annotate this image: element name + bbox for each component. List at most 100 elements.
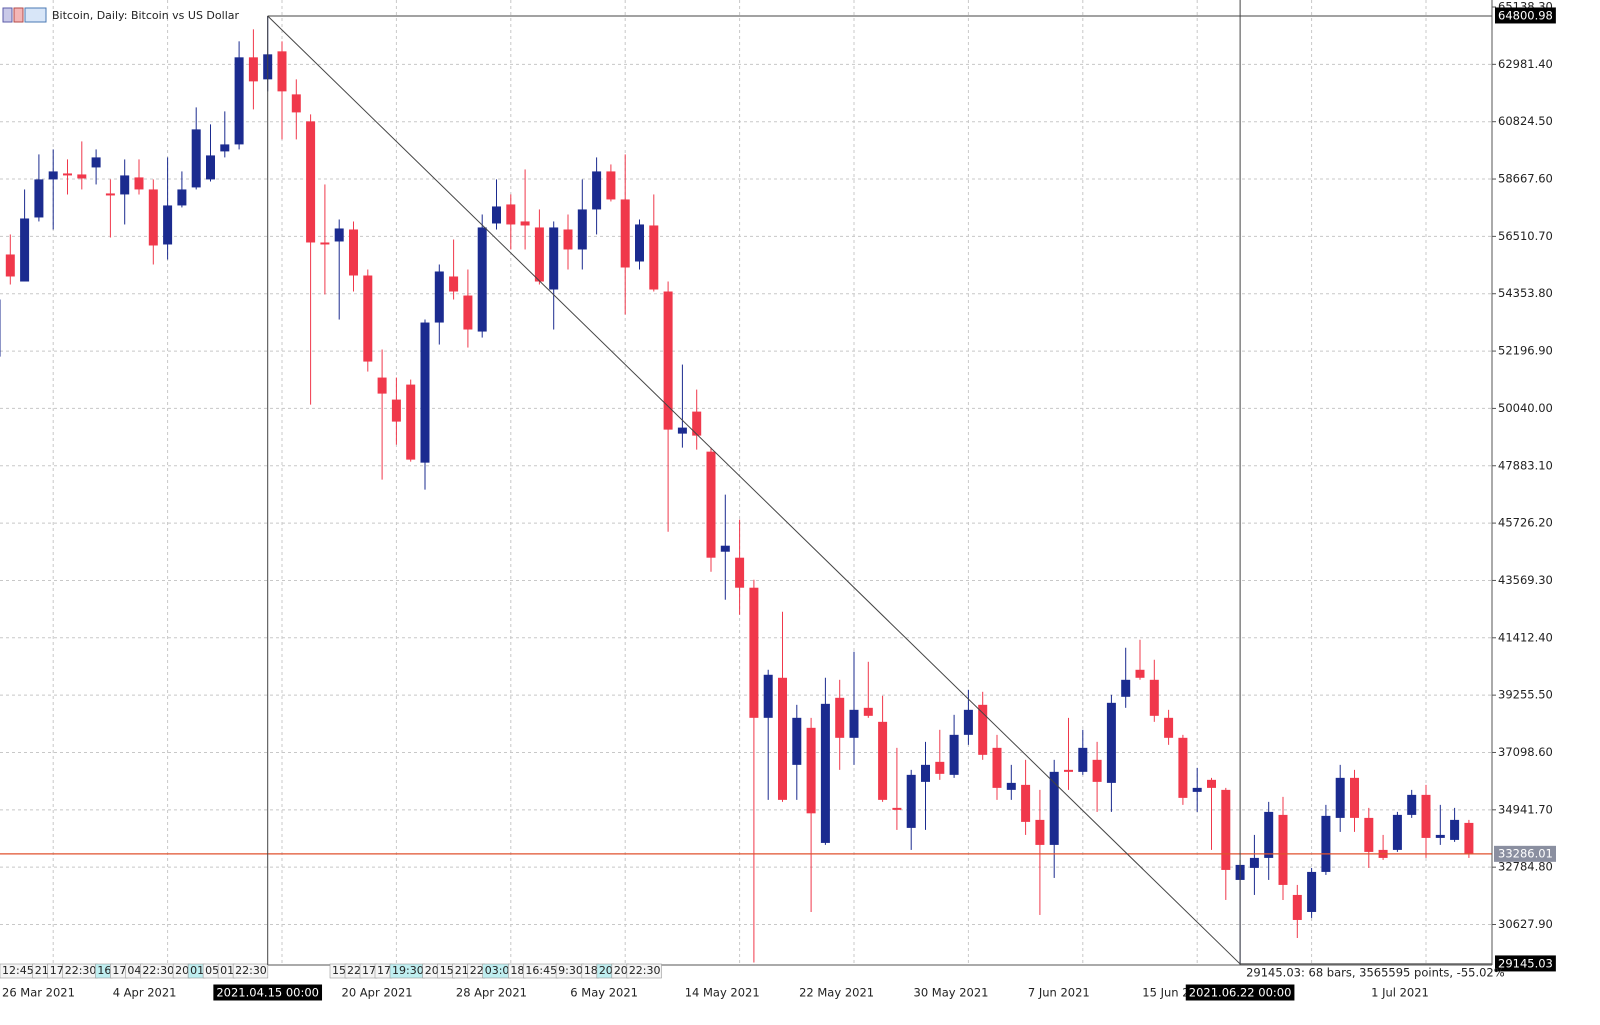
candle-body — [1207, 779, 1216, 788]
candle-body — [1135, 669, 1145, 678]
event-tag: 20 — [175, 964, 189, 977]
candle-body — [1392, 814, 1402, 850]
ruler-info: 29145.03: 68 bars, 3565595 points, -55.0… — [1246, 966, 1505, 980]
candle-body — [563, 229, 573, 250]
candle-body — [549, 227, 559, 290]
candle-body — [463, 295, 473, 330]
x-tick-label: 4 Apr 2021 — [113, 986, 177, 1000]
candle-body — [277, 51, 287, 92]
candle-body — [1106, 702, 1116, 783]
icon-part — [13, 7, 24, 23]
candle-body — [1078, 747, 1088, 772]
candle-body — [892, 807, 902, 810]
candle-body — [978, 704, 988, 755]
candle-body — [863, 707, 873, 716]
candle-body — [1121, 679, 1131, 697]
candle-body — [492, 206, 501, 224]
event-tag: 22 — [347, 964, 361, 977]
candle-body — [377, 377, 387, 394]
candle-body — [1064, 769, 1073, 772]
y-tick-label: 39255.50 — [1498, 688, 1553, 702]
candle-body — [792, 717, 802, 765]
event-tag-box — [626, 963, 662, 979]
candle-body — [1292, 894, 1302, 920]
candle-body — [820, 703, 830, 843]
y-tick-label: 50040.00 — [1498, 401, 1553, 415]
event-tag: 04 — [127, 964, 141, 977]
candle-body — [1321, 815, 1331, 872]
candle-body — [506, 204, 516, 225]
candle-body — [677, 427, 687, 434]
event-tag: 05 — [205, 964, 219, 977]
candle-body — [0, 299, 1, 357]
candle-body — [220, 144, 230, 152]
crosshair-label-box — [1185, 984, 1295, 1001]
x-tick-label: 26 Mar 2021 — [2, 986, 75, 1000]
candle-body — [1192, 787, 1202, 792]
event-tag: 16 — [97, 964, 111, 977]
candle-body — [306, 121, 316, 243]
candle-body — [649, 225, 659, 290]
candle-body — [663, 291, 673, 430]
event-tag: 21 — [455, 964, 469, 977]
candle-body — [963, 709, 973, 735]
candle-body — [291, 94, 301, 113]
candle-body — [949, 734, 959, 775]
event-tag: 17 — [377, 964, 391, 977]
event-tag: 17 — [112, 964, 126, 977]
candle-body — [592, 171, 602, 210]
candle-body — [5, 254, 15, 277]
candle-body — [620, 199, 630, 268]
x-tick-label: 1 Jul 2021 — [1371, 986, 1429, 1000]
candle-body — [1364, 817, 1374, 852]
candle-body — [1264, 811, 1274, 858]
event-tag: 22:30 — [142, 964, 174, 977]
candle-body — [20, 218, 30, 282]
candle-body — [735, 557, 745, 588]
candle-body — [1464, 822, 1474, 854]
y-tick-label: 54353.80 — [1498, 286, 1553, 300]
candle-body — [1178, 737, 1188, 798]
candle-body — [406, 384, 416, 460]
candle-body — [1035, 819, 1045, 845]
candle-body — [77, 174, 87, 179]
x-tick-label: 28 Apr 2021 — [456, 986, 527, 1000]
y-tick-label: 37098.60 — [1498, 745, 1553, 759]
crosshair-label: 2021.04.15 00:00 — [216, 986, 319, 1000]
candle-body — [906, 774, 916, 828]
y-tick-label: 30627.90 — [1498, 917, 1553, 931]
candle-body — [34, 179, 44, 218]
crosshair-label: 64800.98 — [1498, 8, 1553, 22]
candle-body — [1435, 834, 1445, 838]
crosshair-label-box — [213, 984, 323, 1001]
y-tick-label: 32784.80 — [1498, 860, 1553, 874]
candle-body — [1249, 857, 1259, 868]
candle-body — [692, 411, 702, 436]
y-tick-label: 41412.40 — [1498, 630, 1553, 644]
candle-body — [806, 727, 816, 814]
candle-body — [349, 229, 358, 276]
event-tag: 19:30 — [392, 964, 424, 977]
y-tick-label: 62981.40 — [1498, 57, 1553, 71]
candle-body — [477, 227, 487, 332]
event-tag: 22 — [470, 964, 484, 977]
candle-body — [91, 157, 101, 168]
candle-body — [234, 57, 244, 145]
candle-body — [1350, 777, 1359, 818]
candle-body — [1164, 717, 1174, 738]
candle-body — [1421, 794, 1431, 838]
crosshair-label: 29145.03 — [1498, 956, 1553, 970]
event-tag: 12:45 — [2, 964, 34, 977]
candle-body — [1092, 759, 1102, 782]
crosshair-label-box — [1495, 7, 1556, 24]
event-tag: 15 — [440, 964, 454, 977]
candle-body — [849, 709, 859, 738]
candle-body — [1221, 789, 1231, 870]
y-tick-label: 47883.10 — [1498, 458, 1553, 472]
candle-body — [921, 764, 930, 782]
candle-body — [778, 677, 787, 800]
x-tick-label: 6 May 2021 — [570, 986, 638, 1000]
x-tick-label: 7 Jun 2021 — [1028, 986, 1090, 1000]
